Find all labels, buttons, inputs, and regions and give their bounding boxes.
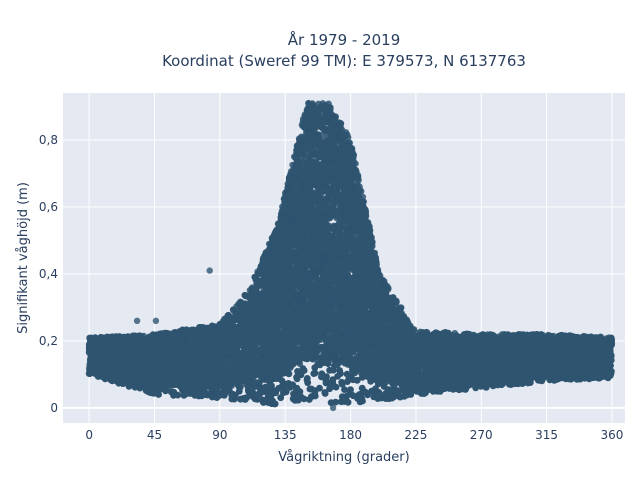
data-points <box>85 99 616 412</box>
